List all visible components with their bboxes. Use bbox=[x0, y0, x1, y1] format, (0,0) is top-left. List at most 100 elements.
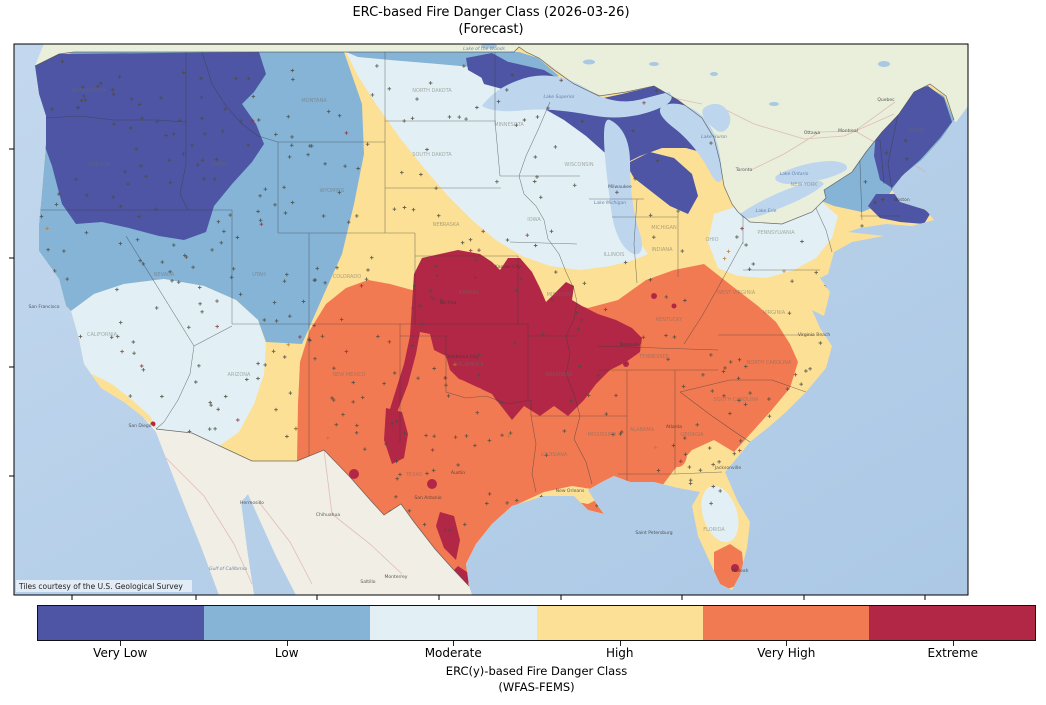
station-marker bbox=[112, 122, 116, 126]
station-marker bbox=[698, 468, 703, 472]
station-marker bbox=[54, 202, 59, 207]
station-marker bbox=[154, 207, 158, 211]
station-marker bbox=[376, 334, 380, 339]
station-marker bbox=[394, 495, 398, 499]
region-low-border-strip bbox=[346, 52, 559, 82]
state-label: MICHIGAN bbox=[651, 225, 677, 231]
station-marker bbox=[126, 182, 130, 186]
state-label: LOUISIANA bbox=[541, 452, 568, 458]
colorbar-axis-label-line1: ERC(y)-based Fire Danger Class bbox=[445, 664, 628, 678]
state-label: MAINE bbox=[908, 128, 924, 134]
station-marker bbox=[407, 509, 412, 513]
station-marker bbox=[123, 169, 127, 174]
station-marker bbox=[453, 362, 457, 367]
state-label: KANSAS bbox=[459, 290, 479, 296]
station-marker bbox=[250, 119, 255, 123]
city-label: Boston bbox=[894, 197, 910, 203]
station-marker bbox=[346, 220, 351, 224]
station-marker bbox=[656, 468, 661, 473]
station-marker bbox=[83, 98, 88, 102]
station-marker bbox=[808, 367, 812, 371]
city-label: Monterrey bbox=[385, 574, 408, 580]
station-marker bbox=[639, 344, 643, 348]
station-marker bbox=[410, 116, 415, 121]
station-marker bbox=[366, 268, 370, 272]
station-marker bbox=[129, 97, 134, 101]
station-marker bbox=[351, 380, 356, 385]
station-marker bbox=[748, 391, 752, 395]
station-marker bbox=[740, 226, 744, 231]
state-label: CALIFORNIA bbox=[87, 332, 118, 338]
station-marker bbox=[863, 180, 868, 184]
water-label: Lake Huron bbox=[701, 134, 727, 140]
station-marker bbox=[648, 213, 653, 218]
state-label: NEBRASKA bbox=[433, 222, 460, 228]
station-marker bbox=[164, 133, 168, 138]
station-marker bbox=[331, 398, 336, 402]
station-marker bbox=[425, 147, 429, 152]
station-marker bbox=[412, 284, 417, 288]
station-marker bbox=[62, 249, 66, 253]
station-marker bbox=[387, 340, 392, 344]
station-marker bbox=[718, 489, 722, 493]
region-extreme-core bbox=[386, 250, 642, 426]
state-label: ARIZONA bbox=[228, 372, 251, 378]
station-marker bbox=[320, 334, 325, 339]
station-marker bbox=[216, 407, 220, 412]
station-marker bbox=[80, 85, 85, 89]
state-label: ILLINOIS bbox=[604, 252, 625, 258]
station-marker bbox=[681, 384, 686, 389]
station-marker bbox=[60, 59, 65, 64]
station-marker bbox=[416, 376, 420, 380]
state-label: SOUTH DAKOTA bbox=[412, 152, 452, 158]
station-marker bbox=[533, 155, 538, 159]
station-marker bbox=[160, 260, 165, 264]
station-marker bbox=[475, 410, 480, 415]
station-marker bbox=[212, 177, 217, 181]
station-marker bbox=[282, 355, 287, 359]
state-label: MISSOURI bbox=[547, 292, 572, 298]
station-marker bbox=[197, 364, 201, 368]
station-marker bbox=[434, 264, 438, 269]
station-marker bbox=[443, 528, 447, 532]
station-marker bbox=[790, 279, 794, 283]
station-marker bbox=[387, 87, 392, 91]
station-marker bbox=[258, 218, 263, 223]
state-label: COLORADO bbox=[333, 274, 362, 280]
station-marker bbox=[160, 394, 164, 399]
station-marker bbox=[197, 285, 202, 290]
station-marker bbox=[631, 129, 635, 133]
axes-ticks bbox=[9, 148, 926, 600]
water-label: Lake Erie bbox=[756, 208, 777, 214]
station-marker bbox=[464, 434, 469, 438]
colorbar-tick bbox=[286, 641, 288, 646]
colorbar-label-moderate: Moderate bbox=[424, 646, 482, 660]
station-marker bbox=[172, 243, 176, 247]
station-marker bbox=[737, 448, 742, 453]
station-marker bbox=[506, 434, 511, 438]
station-marker bbox=[736, 376, 741, 381]
region-extreme-texas-spots bbox=[150, 293, 677, 590]
region-verylow-michigan bbox=[626, 152, 698, 214]
station-marker bbox=[880, 197, 885, 202]
basemap-lakes-canada bbox=[481, 43, 890, 106]
station-marker bbox=[382, 381, 386, 386]
station-marker bbox=[208, 400, 212, 405]
station-marker bbox=[444, 383, 448, 387]
station-marker bbox=[611, 432, 615, 437]
station-marker bbox=[767, 414, 772, 418]
state-label: MINNESOTA bbox=[494, 122, 524, 128]
station-marker bbox=[728, 360, 733, 364]
station-marker bbox=[45, 226, 49, 231]
colorbar-segment-extreme bbox=[868, 606, 1036, 640]
station-marker bbox=[190, 143, 194, 148]
station-marker bbox=[214, 157, 219, 162]
city-label: Kansas City bbox=[495, 264, 522, 270]
state-label: TEXAS bbox=[405, 472, 422, 478]
colorbar-segment-low bbox=[204, 606, 371, 640]
region-verylow-massachusetts bbox=[868, 194, 930, 224]
station-marker bbox=[579, 318, 584, 322]
station-marker bbox=[283, 211, 288, 215]
station-marker bbox=[410, 343, 415, 348]
state-label: NORTH CAROLINA bbox=[747, 360, 793, 366]
